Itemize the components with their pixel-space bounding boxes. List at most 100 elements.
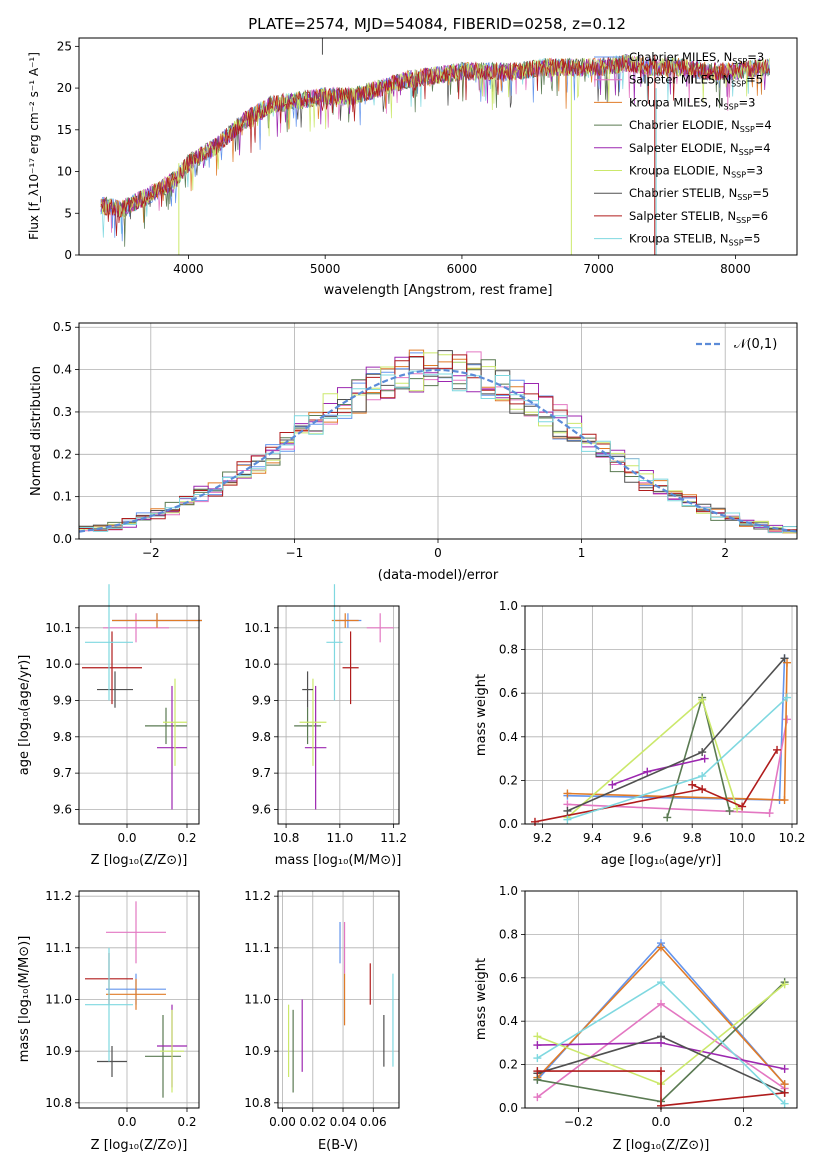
weight-vs-age-xtick-label: 10.0 [729,831,756,845]
weight-vs-age-ytick-label: 0.0 [499,817,518,831]
spectrum-ytick-label: 25 [57,39,72,53]
age-vs-z-ytick-label: 10.0 [45,657,72,671]
age-vs-mass-ytick-label: 10.0 [244,657,271,671]
age-vs-z-xtick-label: 0.2 [177,831,196,845]
spectrum-xlabel: wavelength [Angstrom, rest frame] [324,283,553,298]
age-vs-mass-frame [277,605,400,825]
normal-curve [78,368,798,533]
age-vs-z-xtick-label: 0.0 [117,831,136,845]
weight-vs-z-panel: −0.2 0.0 0.2 0.0 0.2 0.4 0.6 0.8 1.0 Z [log₁₀(Z/… [474,884,798,1153]
spectrum-series-5 [100,54,770,219]
spectrum-ytick-label: 10 [57,165,72,179]
weight-vs-z-xtick-label: −0.2 [564,1115,593,1129]
spectrum-xtick-label: 4000 [173,262,204,276]
weight-vs-z-ytick-label: 0.2 [499,1058,518,1072]
age-vs-mass-panel: 10.8 11.0 11.2 9.6 9.7 9.8 9.9 10.0 10.1 mass [l… [244,584,407,868]
spectrum-ytick-label: 5 [64,206,72,220]
age-vs-mass-ytick-label: 9.6 [252,802,271,816]
mass-vs-z-xtick-label: 0.0 [117,1115,136,1129]
legend-label: Kroupa STELIB, NSSP=5 [629,232,760,248]
spectrum-ytick-label: 20 [57,81,72,95]
weight-vs-z-ytick-label: 0.8 [499,927,518,941]
age-vs-z-panel: 0.0 0.2 9.6 9.7 9.8 9.9 10.0 10.1 Z [log₁₀(Z/Z⊙… [17,584,202,868]
weight-vs-age-xtick-label: 9.8 [683,831,702,845]
weight-vs-age-series-8 [567,697,788,821]
weight-vs-z-content [525,890,797,1110]
residual-ytick-label: 0.3 [53,405,72,419]
residual-ticks: −2 −1 0 1 2 0.0 0.1 0.2 0.3 0.4 0.5 [53,320,729,560]
weight-vs-z-xtick-label: 0.2 [734,1115,753,1129]
legend-label: Salpeter STELIB, NSSP=6 [629,209,768,225]
mass-vs-z-xlabel: Z [log₁₀(Z/Z⊙)] [91,1138,188,1153]
legend-label: Chabrier STELIB, NSSP=5 [629,186,769,202]
weight-vs-age-ytick-label: 0.4 [499,730,518,744]
mass-vs-z-xtick-label: 0.2 [177,1115,196,1129]
mass-vs-ebv-xlabel: E(B-V) [318,1138,358,1153]
weight-vs-age-xlabel: age [log₁₀(age/yr)] [601,853,722,868]
spectrum-xtick-label: 5000 [310,262,341,276]
mass-vs-ebv-ticks: 0.00 0.02 0.04 0.06 10.8 10.9 11.0 11.1 11.2 [244,889,386,1129]
age-vs-mass-ytick-label: 9.7 [252,766,271,780]
mass-vs-z-panel: 0.0 0.2 10.8 10.9 11.0 11.1 11.2 Z [log₁₀(Z/Z⊙… [17,889,200,1153]
mass-vs-z-ytick-label: 10.8 [45,1096,72,1110]
age-vs-z-ytick-label: 9.7 [53,766,72,780]
weight-vs-age-xtick-label: 10.2 [779,831,806,845]
mass-vs-z-content [79,891,199,1108]
weight-vs-z-ticks: −0.2 0.0 0.2 0.0 0.2 0.4 0.6 0.8 1.0 [499,884,753,1129]
residual-xtick-label: 0 [434,546,442,560]
mass-vs-z-ytick-label: 10.9 [45,1044,72,1058]
age-vs-mass-xtick-label: 10.8 [273,831,300,845]
age-vs-z-ytick-label: 10.1 [45,621,72,635]
age-vs-z-ytick-label: 9.8 [53,730,72,744]
weight-vs-age-frame [524,605,798,825]
spectrum-ytick-label: 0 [64,248,72,262]
mass-vs-ebv-ytick-label: 11.2 [244,889,271,903]
spectrum-content [100,38,770,255]
normal-legend-label: 𝒩(0,1) [734,337,777,352]
age-vs-z-ytick-label: 9.9 [53,693,72,707]
residual-xtick-label: −1 [286,546,304,560]
spectrum-series-7 [100,55,770,237]
mass-vs-ebv-xtick-label: 0.02 [299,1115,326,1129]
residual-content [78,349,798,534]
mass-vs-ebv-content [278,891,399,1108]
mass-vs-z-ylabel: mass [log₁₀(M/M⊙)] [17,936,32,1063]
mass-vs-ebv-xtick-label: 0.04 [330,1115,357,1129]
residual-ytick-label: 0.5 [53,320,72,334]
age-vs-mass-ytick-label: 9.8 [252,730,271,744]
spectrum-xtick-label: 6000 [447,262,478,276]
legend-label: Salpeter ELODIE, NSSP=4 [629,141,771,157]
weight-vs-z-ytick-label: 0.4 [499,1014,518,1028]
legend-label: Salpeter MILES, NSSP=5 [629,73,763,89]
residual-ylabel: Normed distribution [29,366,44,496]
mass-vs-z-ytick-label: 11.2 [45,889,72,903]
mass-vs-ebv-ytick-label: 10.8 [244,1096,271,1110]
residual-xtick-label: 1 [578,546,586,560]
weight-vs-age-ylabel: mass weight [474,674,489,756]
weight-vs-age-ytick-label: 0.6 [499,686,518,700]
weight-vs-z-ylabel: mass weight [474,958,489,1040]
weight-vs-age-xtick-label: 9.6 [633,831,652,845]
age-vs-z-frame [78,605,200,825]
legend-label: Chabrier MILES, NSSP=3 [629,50,764,66]
age-vs-mass-ytick-label: 9.9 [252,693,271,707]
residual-xtick-label: 2 [721,546,729,560]
spectrum-panel: 4000 5000 6000 7000 8000 0 5 10 15 20 25 wavelengt… [27,37,798,298]
age-vs-z-ticks: 0.0 0.2 9.6 9.7 9.8 9.9 10.0 10.1 [45,621,196,845]
legend: Chabrier MILES, NSSP=3 Salpeter MILES, NS… [594,50,772,248]
weight-vs-age-panel: 9.2 9.4 9.6 9.8 10.0 10.2 0.0 0.2 0.4 0.6 0.8 1.0 a… [474,599,805,868]
weight-vs-age-ytick-label: 0.8 [499,643,518,657]
legend-label: Kroupa ELODIE, NSSP=3 [629,164,763,180]
weight-vs-age-xtick-label: 9.4 [583,831,602,845]
mass-vs-ebv-xtick-label: 0.06 [360,1115,387,1129]
residual-xtick-label: −2 [142,546,160,560]
age-vs-z-xlabel: Z [log₁₀(Z/Z⊙)] [91,853,188,868]
weight-vs-z-ytick-label: 0.6 [499,971,518,985]
mass-vs-ebv-xtick-label: 0.00 [269,1115,296,1129]
weight-vs-z-ytick-label: 1.0 [499,884,518,898]
age-vs-mass-content [278,584,399,824]
mass-vs-ebv-panel: 0.00 0.02 0.04 0.06 10.8 10.9 11.0 11.1 11.2 E(B… [244,889,400,1153]
histogram-series-3 [79,359,797,532]
residual-xlabel: (data-model)/error [378,568,499,583]
